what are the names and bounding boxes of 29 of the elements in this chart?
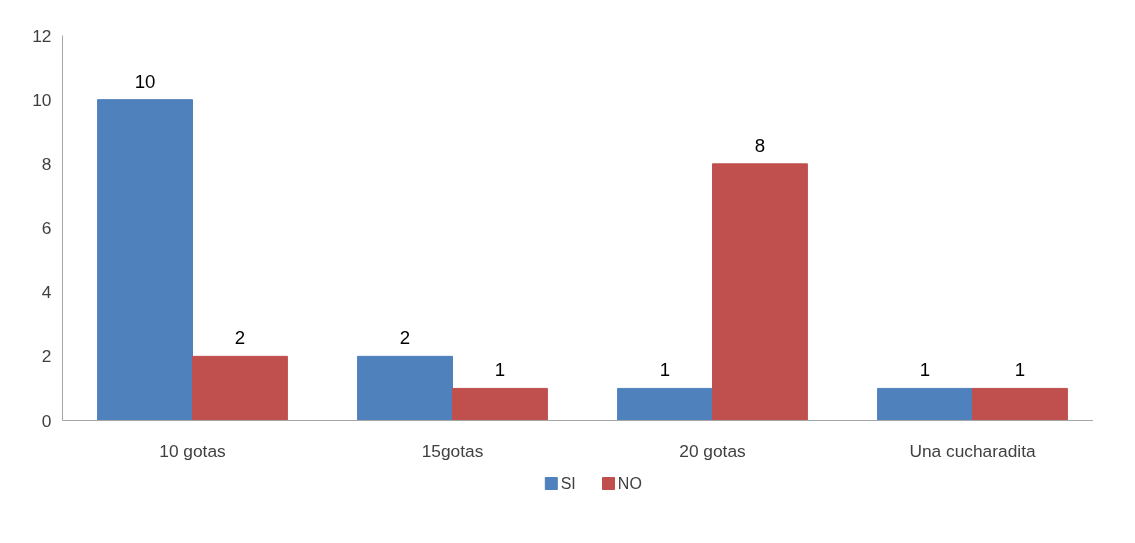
bar xyxy=(192,355,288,421)
bar xyxy=(357,355,453,421)
x-tick-label: 20 gotas xyxy=(679,440,747,461)
y-tick-label: 6 xyxy=(41,218,52,238)
data-label: 8 xyxy=(754,134,766,156)
x-tick-label: 10 gotas xyxy=(159,440,227,461)
bar xyxy=(712,163,808,421)
data-label: 10 xyxy=(134,70,156,92)
y-tick-label: 12 xyxy=(32,25,52,46)
data-label: 1 xyxy=(659,359,671,381)
y-tick-label: 0 xyxy=(41,410,52,431)
bar xyxy=(972,387,1068,421)
data-label: 2 xyxy=(399,327,411,349)
y-tick-label: 8 xyxy=(41,153,52,174)
data-label: 1 xyxy=(1014,359,1026,381)
bar xyxy=(877,387,973,421)
x-tick-label: 15gotas xyxy=(421,440,484,461)
y-tick-label: 10 xyxy=(32,89,52,110)
bar xyxy=(617,387,713,421)
legend-label: NO xyxy=(617,475,642,492)
data-label: 1 xyxy=(494,359,506,381)
y-tick-label: 4 xyxy=(41,282,52,303)
y-tick-label: 2 xyxy=(41,346,52,367)
bar xyxy=(97,99,193,421)
data-label: 2 xyxy=(234,327,246,349)
data-label: 1 xyxy=(919,359,931,381)
x-tick-label: Una cucharadita xyxy=(909,440,1036,461)
legend-label: SI xyxy=(560,475,576,492)
bar xyxy=(452,387,548,421)
